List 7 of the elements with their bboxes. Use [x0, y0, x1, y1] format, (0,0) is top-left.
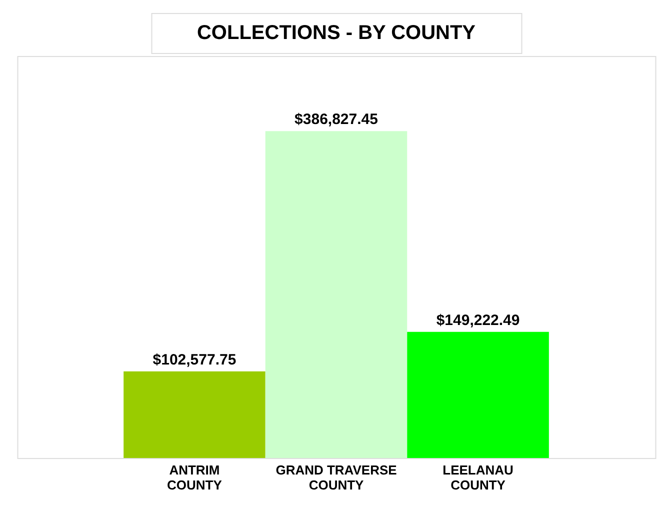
x-tick-label: GRAND TRAVERSE COUNTY: [276, 462, 398, 492]
data-label: $386,827.45: [294, 111, 378, 128]
x-tick-label: ANTRIM COUNTY: [167, 462, 222, 492]
x-tick-label: LEELANAU COUNTY: [442, 462, 514, 492]
data-label: $149,222.49: [436, 312, 520, 329]
chart-title: COLLECTIONS - BY COUNTY: [196, 22, 476, 44]
data-label: $102,577.75: [152, 351, 236, 368]
